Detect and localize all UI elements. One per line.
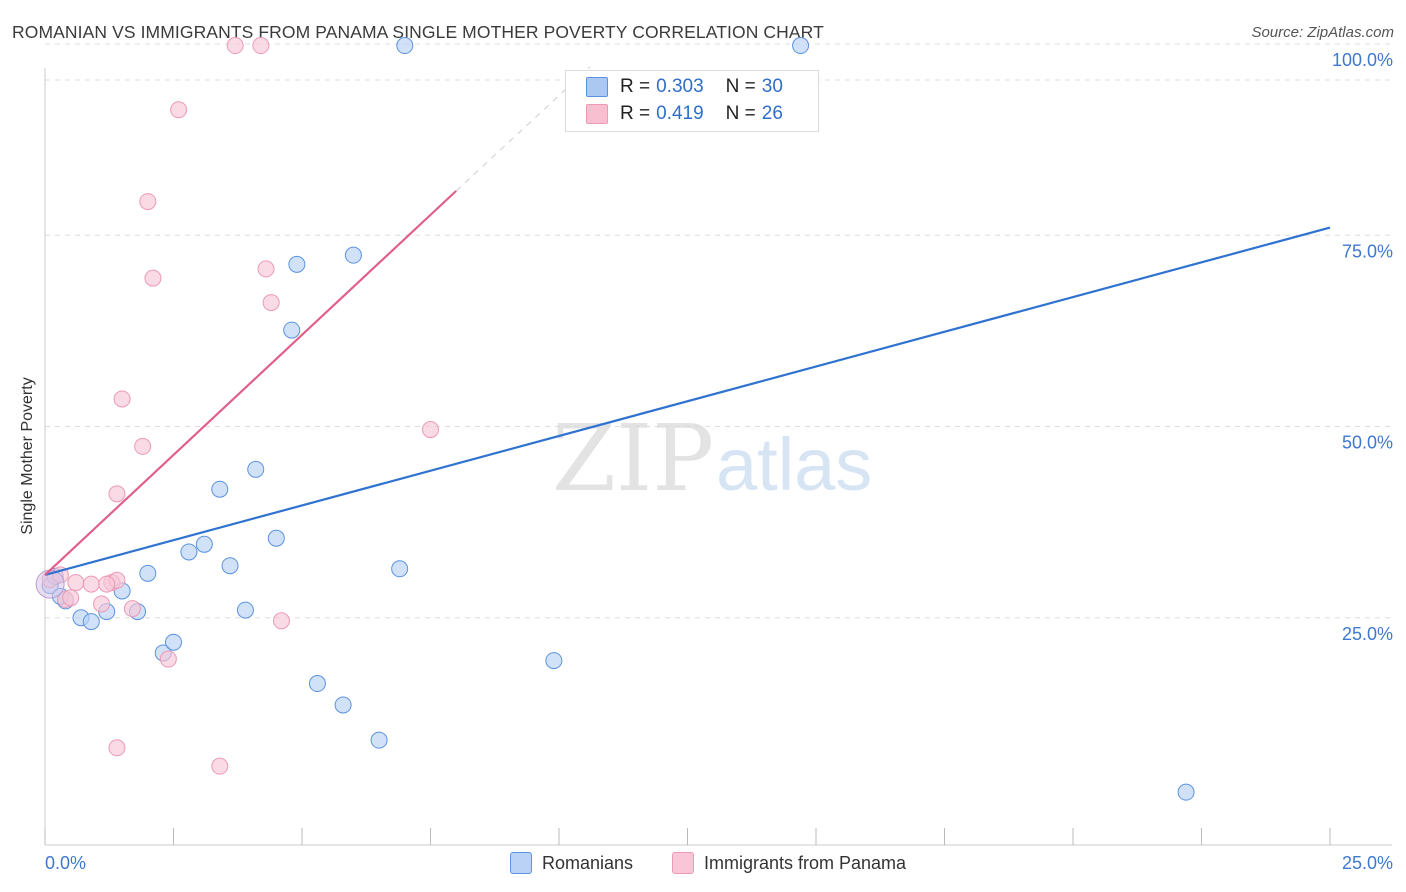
- panama-point: [159, 650, 177, 668]
- legend-swatch-panama: [672, 852, 694, 874]
- panama-point: [139, 193, 157, 211]
- legend-n-label: N =: [725, 103, 756, 124]
- watermark-zip: ZIP: [552, 405, 714, 512]
- panama-point: [134, 437, 152, 455]
- tick-labels: 25.0% 50.0% 75.0% 100.0% 0.0% 25.0%: [45, 50, 1393, 873]
- panama-point: [226, 37, 244, 55]
- romanians-point: [211, 480, 229, 498]
- romanians-point: [195, 535, 213, 553]
- legend-row-panama: R = 0.419 N = 26: [586, 102, 783, 126]
- y-tick-label: 50.0%: [1342, 433, 1393, 453]
- y-tick-label: 100.0%: [1332, 50, 1393, 70]
- legend-r-label: R =: [620, 76, 651, 97]
- panama-point: [252, 37, 270, 55]
- y-tick-label: 75.0%: [1342, 241, 1393, 261]
- romanians-point: [165, 633, 182, 651]
- romanians-point: [283, 321, 301, 339]
- panama-point: [170, 101, 188, 119]
- romanians-point: [792, 37, 810, 55]
- legend-item-panama[interactable]: Immigrants from Panama: [672, 852, 906, 874]
- trend-lines: [44, 66, 1331, 576]
- romanians-point: [267, 529, 285, 547]
- legend-r-value: 0.419: [656, 103, 704, 124]
- chart-title: ROMANIAN VS IMMIGRANTS FROM PANAMA SINGL…: [12, 22, 824, 42]
- romanians-point: [396, 37, 414, 55]
- series-legend: Romanians Immigrants from Panama: [0, 852, 1406, 878]
- source-label: Source: ZipAtlas.com: [1251, 24, 1394, 41]
- panama-point: [272, 612, 290, 630]
- romanians-trend-line: [44, 226, 1331, 576]
- panama-point: [93, 595, 111, 613]
- panama-trend-line: [44, 190, 457, 576]
- romanians-point: [391, 560, 409, 578]
- romanians-point: [247, 460, 265, 478]
- panama-point: [211, 757, 229, 775]
- panama-point: [67, 574, 85, 592]
- legend-swatch-romanians: [510, 852, 532, 874]
- romanians-point: [308, 675, 326, 693]
- legend-swatch-romanians: [586, 77, 608, 97]
- correlation-legend: R = 0.303 N = 30 R = 0.419 N = 26: [565, 70, 819, 132]
- romanians-point: [344, 246, 362, 264]
- panama-point: [108, 739, 126, 757]
- panama-point: [108, 485, 126, 503]
- romanians-point: [288, 255, 306, 273]
- romanians-point: [221, 557, 239, 575]
- panama-point: [123, 600, 141, 618]
- legend-item-romanians[interactable]: Romanians: [510, 852, 633, 874]
- legend-swatch-panama: [586, 104, 608, 124]
- y-axis-label: Single Mother Poverty: [19, 377, 36, 535]
- legend-label-romanians: Romanians: [542, 852, 634, 873]
- panama-point: [113, 390, 131, 408]
- romanians-point: [180, 543, 198, 561]
- legend-r-label: R =: [620, 103, 651, 124]
- panama-point: [422, 421, 439, 439]
- y-tick-label: 25.0%: [1342, 624, 1393, 644]
- x-tick-label: 0.0%: [45, 853, 86, 873]
- legend-r-value: 0.303: [656, 76, 704, 97]
- romanians-point: [370, 731, 388, 749]
- legend-row-romanians: R = 0.303 N = 30: [586, 75, 783, 99]
- legend-n-value: 30: [761, 76, 783, 97]
- watermark: ZIP atlas: [552, 405, 872, 512]
- panama-point: [98, 575, 116, 593]
- data-points: [35, 37, 1195, 801]
- watermark-atlas: atlas: [716, 423, 872, 506]
- romanians-point: [1177, 783, 1195, 801]
- panama-point: [62, 589, 80, 607]
- legend-label-panama: Immigrants from Panama: [704, 852, 907, 873]
- x-tick-label: 25.0%: [1342, 853, 1393, 873]
- legend-n-label: N =: [725, 76, 756, 97]
- panama-point: [82, 575, 100, 593]
- romanians-point: [82, 613, 100, 631]
- romanians-point: [139, 564, 157, 582]
- romanians-point: [545, 652, 563, 670]
- romanians-point: [236, 601, 254, 619]
- panama-point: [262, 294, 280, 312]
- panama-point: [257, 260, 275, 278]
- romanians-point: [334, 696, 352, 714]
- panama-point: [144, 269, 162, 287]
- axes: [44, 68, 1392, 846]
- legend-n-value: 26: [761, 103, 783, 124]
